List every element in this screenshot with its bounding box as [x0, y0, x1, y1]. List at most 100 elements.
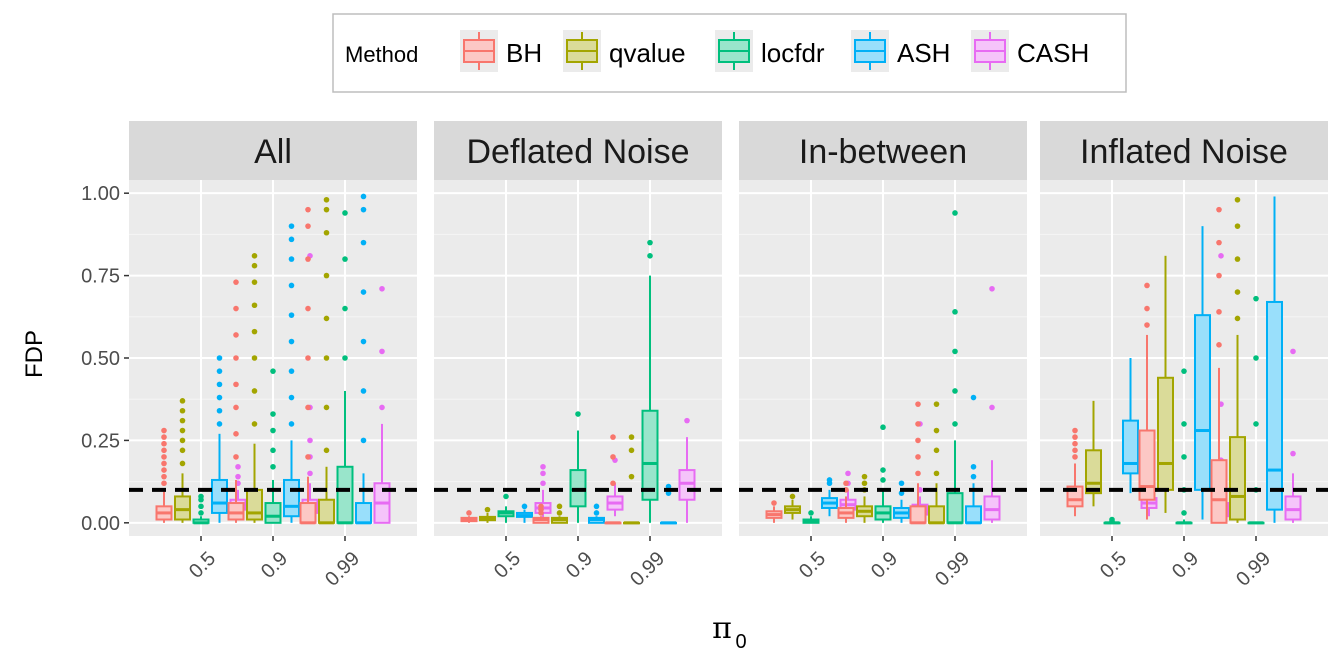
outlier-point — [233, 305, 239, 312]
outlier-point — [970, 394, 977, 401]
panel-in-between: In-between 0.5 0.9 0.99 — [739, 121, 1027, 591]
outlier-point — [484, 506, 491, 513]
box-body — [928, 505, 945, 524]
outlier-point — [538, 503, 544, 510]
box-in-between-0-99-bh — [909, 401, 927, 525]
box-inflated-noise-0-99-ash — [1266, 196, 1283, 523]
outlier-point — [342, 256, 348, 262]
outlier-point — [179, 460, 186, 467]
outlier-point — [161, 467, 167, 473]
outlier-point — [216, 421, 223, 427]
outlier-point — [915, 437, 921, 444]
outlier-point — [379, 348, 385, 355]
outlier-point — [323, 206, 330, 213]
legend-item-ash: ASH — [851, 30, 950, 72]
outlier-point — [845, 470, 851, 477]
box-body — [336, 465, 354, 524]
outlier-point — [1144, 305, 1150, 312]
box-inflated-noise-0-99-cash — [1284, 348, 1302, 523]
legend-item-bh: BH — [460, 30, 542, 72]
outlier-point — [161, 473, 167, 480]
outlier-point — [179, 447, 186, 454]
box-body — [909, 505, 927, 524]
box-body — [965, 505, 982, 524]
outlier-point — [233, 431, 239, 437]
outlier-point — [628, 434, 635, 440]
legend-key-bh — [460, 30, 498, 72]
box-deflated-noise-0-9-cash — [606, 457, 624, 517]
outlier-point — [198, 510, 204, 516]
outlier-point — [161, 440, 167, 447]
outlier-point — [503, 493, 509, 500]
outlier-point — [684, 417, 690, 424]
box-in-between-0-9-locfdr — [874, 424, 892, 523]
outlier-point — [1181, 510, 1187, 516]
outlier-point — [305, 404, 311, 411]
box-body — [1284, 495, 1302, 521]
strip-inflated-noise — [1040, 121, 1328, 180]
box-body — [318, 498, 335, 524]
legend-label-bh: BH — [506, 38, 542, 68]
outlier-point — [647, 239, 653, 246]
outlier-point — [540, 470, 546, 477]
box-body — [246, 488, 263, 521]
outlier-point — [270, 411, 276, 417]
x-tick-label: 0.5 — [1096, 548, 1131, 583]
outlier-point — [1216, 309, 1222, 315]
outlier-point — [933, 401, 940, 407]
outlier-point — [360, 388, 367, 394]
box-deflated-noise-0-9-bh — [532, 503, 550, 524]
y-axis: 0.00 0.25 0.50 0.75 1.00 — [81, 183, 129, 535]
outlier-point — [1216, 239, 1222, 246]
y-tick-label: 1.00 — [81, 183, 120, 205]
box-body — [283, 478, 300, 518]
outlier-point — [880, 477, 886, 483]
box-body — [264, 502, 282, 524]
outlier-point — [288, 223, 295, 229]
box-in-between-0-99-locfdr — [946, 210, 964, 525]
outlier-point — [989, 404, 995, 411]
outlier-point — [235, 473, 241, 480]
outlier-point — [540, 463, 546, 470]
box-body — [1229, 436, 1246, 521]
box-body — [299, 502, 317, 524]
outlier-point — [179, 407, 186, 414]
y-tick-label: 0.25 — [81, 430, 120, 452]
box-all-0-99-ash — [355, 193, 372, 525]
outlier-point — [1253, 295, 1259, 302]
outlier-point — [161, 447, 167, 454]
outlier-point — [179, 437, 186, 444]
outlier-point — [179, 398, 186, 404]
outlier-point — [952, 421, 958, 427]
box-body — [1266, 300, 1283, 511]
outlier-point — [1234, 223, 1241, 229]
outlier-point — [161, 454, 167, 460]
box-in-between-0-5-bh — [765, 500, 783, 523]
box-deflated-noise-0-99-locfdr — [641, 239, 659, 523]
x-tick-label: 0.9 — [562, 548, 597, 583]
outlier-point — [179, 417, 186, 424]
box-all-0-5-locfdr — [192, 493, 210, 525]
box-in-between-0-5-ash — [821, 477, 838, 517]
outlier-point — [789, 493, 796, 500]
outlier-point — [233, 332, 239, 338]
x-tick-label: 0.5 — [795, 548, 830, 583]
box-body — [355, 502, 372, 524]
outlier-point — [1072, 454, 1078, 460]
outlier-point — [952, 309, 958, 315]
box-inflated-noise-0-5-locfdr — [1103, 516, 1121, 525]
legend-key-qvalue — [563, 30, 601, 72]
outlier-point — [270, 427, 276, 434]
outlier-point — [360, 437, 367, 444]
box-deflated-noise-0-5-bh — [460, 510, 478, 523]
outlier-point — [233, 454, 239, 460]
legend-label-locfdr: locfdr — [761, 38, 825, 68]
outlier-point — [1072, 434, 1078, 440]
outlier-point — [1218, 253, 1224, 259]
box-all-0-99-qvalue — [318, 196, 335, 525]
box-inflated-noise-0-9-ash — [1194, 226, 1211, 520]
box-body — [678, 469, 696, 501]
outlier-point — [1072, 427, 1078, 434]
outlier-point — [610, 434, 616, 440]
box-all-0-9-qvalue — [246, 253, 263, 523]
